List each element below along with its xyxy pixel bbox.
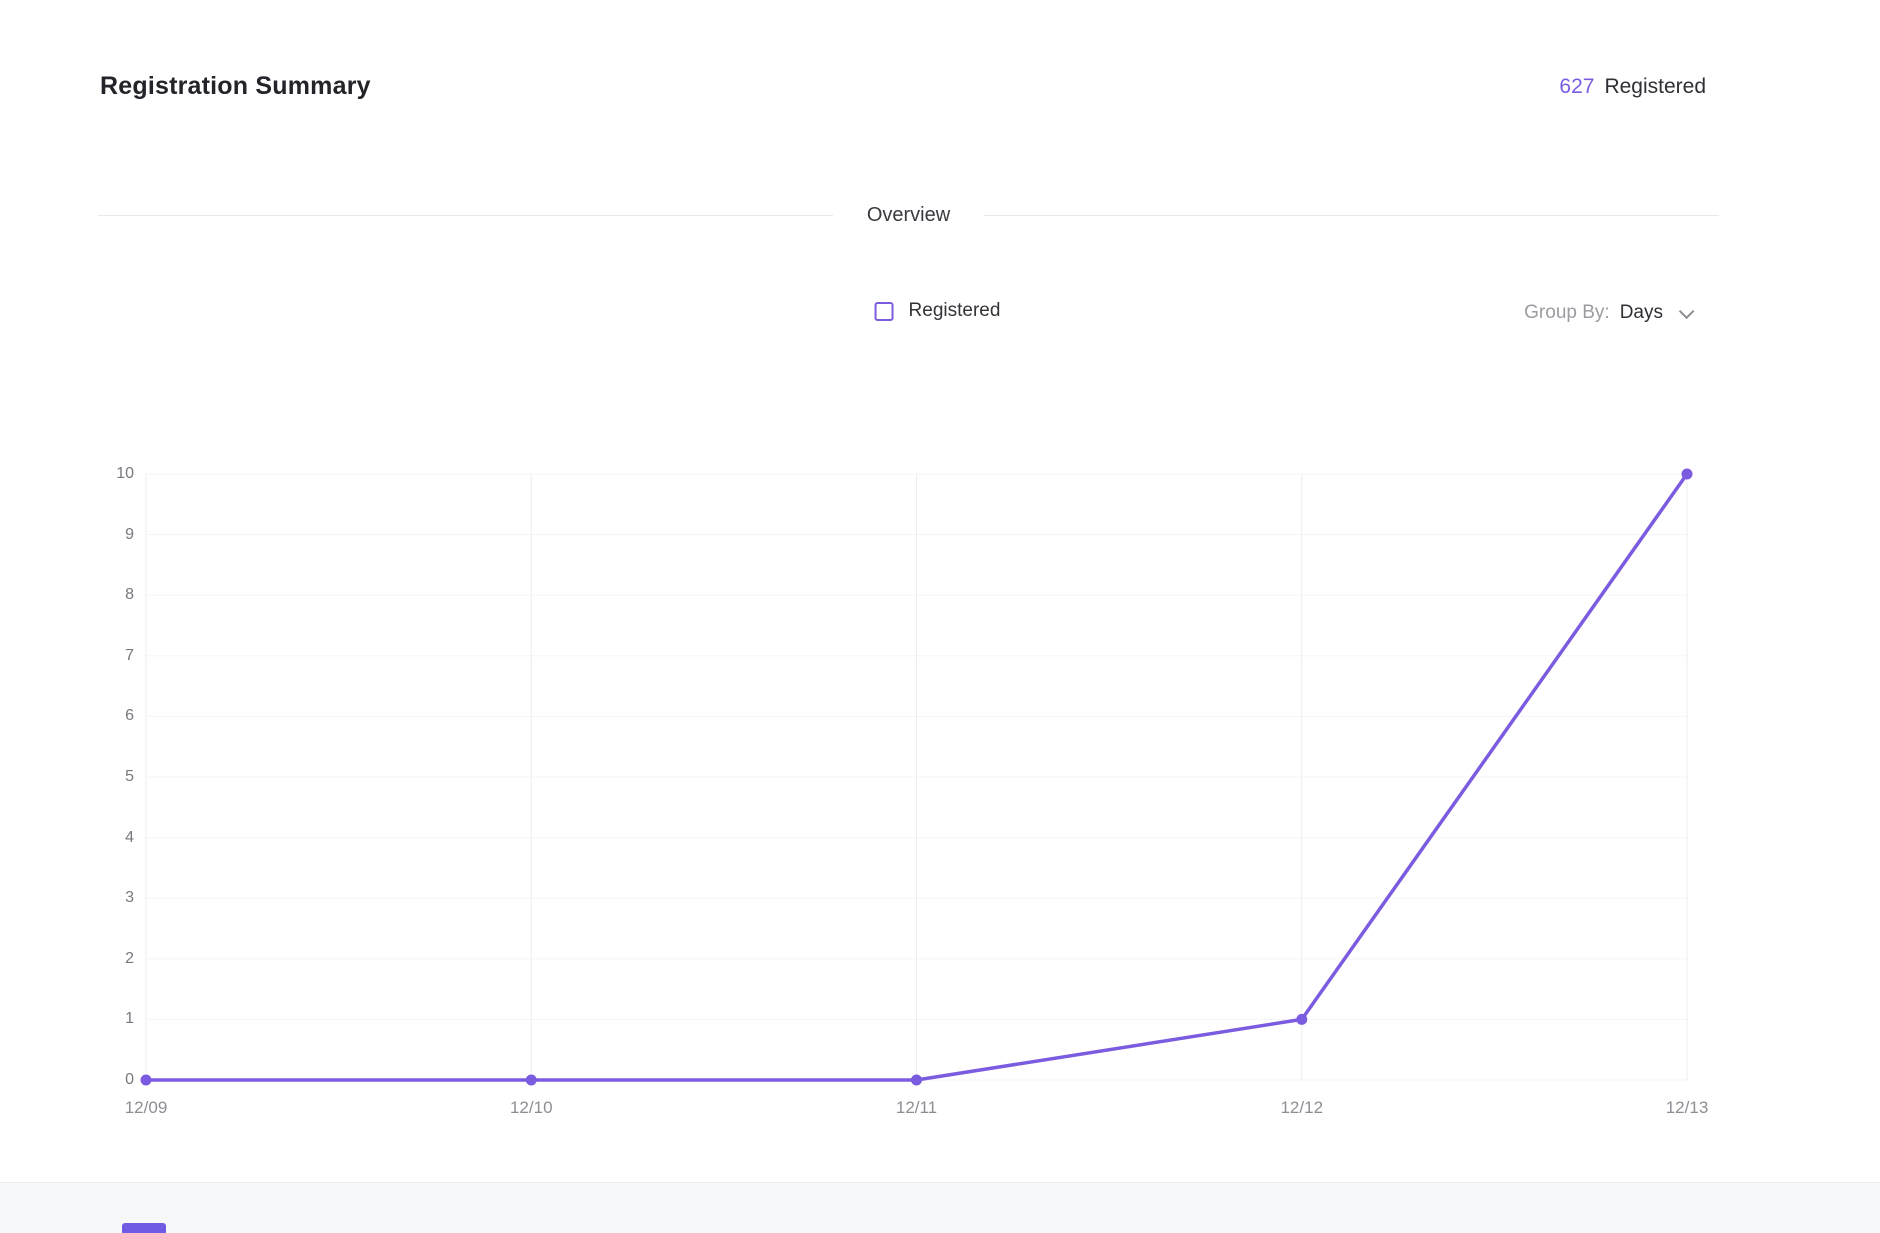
bottom-page-band xyxy=(0,1182,1880,1233)
page-title: Registration Summary xyxy=(100,72,371,100)
y-axis-labels: 0 1 2 3 4 5 6 7 8 9 10 xyxy=(0,465,134,1088)
header: Registration Summary 627 Registered xyxy=(100,72,1706,101)
y-tick-label: 2 xyxy=(125,949,134,967)
y-tick-label: 4 xyxy=(125,828,134,846)
legend-checkbox-icon[interactable] xyxy=(874,301,894,321)
overview-section-header: Overview xyxy=(98,204,1720,227)
group-by-dropdown[interactable]: Group By: Days xyxy=(1524,302,1695,324)
x-tick-label: 12/12 xyxy=(1280,1098,1324,1117)
registered-count-link[interactable]: 627 xyxy=(1559,74,1595,98)
x-tick-label: 12/09 xyxy=(124,1098,168,1117)
overview-label: Overview xyxy=(866,204,951,226)
y-tick-label: 10 xyxy=(116,465,134,482)
group-by-label: Group By: xyxy=(1524,302,1610,323)
registered-count-label: Registered xyxy=(1604,74,1706,98)
line-chart-svg xyxy=(140,468,1693,1086)
group-by-value: Days xyxy=(1619,302,1663,323)
divider-left xyxy=(98,215,833,216)
divider-right xyxy=(984,215,1720,216)
x-tick-label: 12/10 xyxy=(509,1098,553,1117)
legend-registered-toggle[interactable]: Registered xyxy=(874,300,1001,322)
chart-controls-row: Registered Group By: Days xyxy=(0,300,1880,332)
y-tick-label: 1 xyxy=(125,1010,134,1028)
y-tick-label: 0 xyxy=(125,1071,134,1088)
x-axis-labels: 12/09 12/10 12/11 12/12 12/13 xyxy=(125,1098,1709,1122)
partial-bottom-left-element xyxy=(122,1223,166,1233)
y-tick-label: 8 xyxy=(125,586,134,604)
x-tick-label: 12/11 xyxy=(895,1098,938,1117)
x-tick-label: 12/13 xyxy=(1665,1098,1709,1117)
registered-count-summary: 627 Registered xyxy=(1559,75,1706,99)
y-tick-label: 6 xyxy=(125,707,134,725)
y-tick-label: 7 xyxy=(125,646,134,664)
y-tick-label: 5 xyxy=(125,768,134,785)
y-tick-label: 9 xyxy=(125,525,134,543)
chevron-down-icon xyxy=(1678,303,1695,319)
y-tick-label: 3 xyxy=(125,889,134,907)
legend-registered-label: Registered xyxy=(908,300,1001,321)
